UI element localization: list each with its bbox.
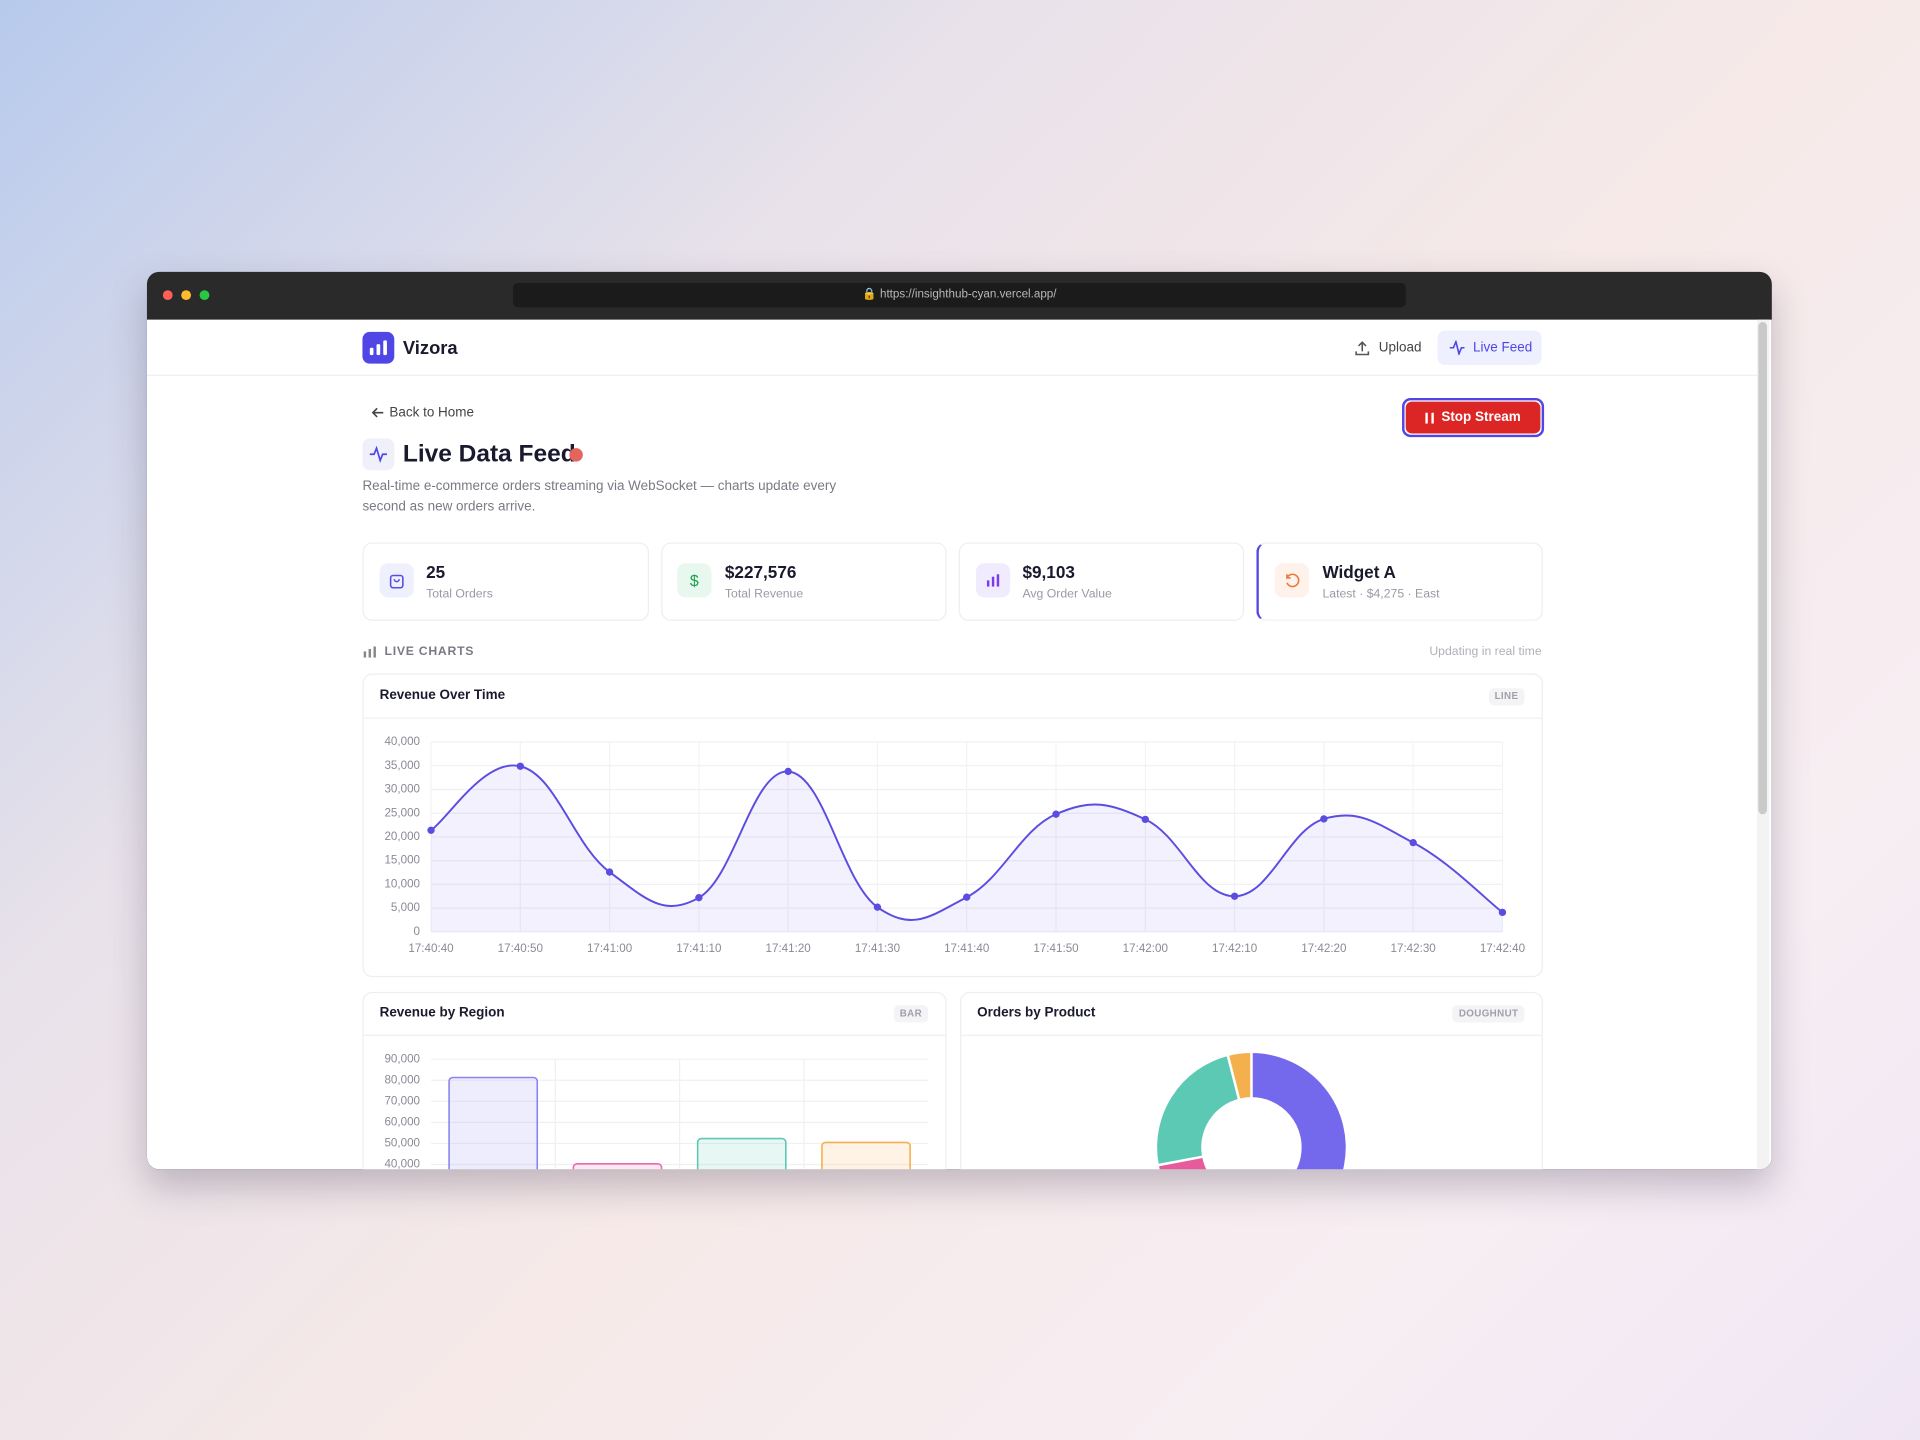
section-title: LIVE CHARTS <box>384 645 475 659</box>
scrollbar-thumb[interactable] <box>1758 322 1767 815</box>
stat-icon: $ <box>677 563 712 598</box>
section-icon <box>363 646 376 658</box>
logo-icon <box>369 340 387 356</box>
url: https://insighthub-cyan.vercel.app/ <box>879 287 1057 302</box>
card-divider <box>363 717 1542 719</box>
card-divider <box>363 1034 946 1036</box>
chart-card <box>362 673 1543 978</box>
stat-icon <box>975 563 1011 598</box>
stat-label: Avg Order Value <box>1022 587 1112 602</box>
back-link[interactable]: Back to Home <box>389 405 474 421</box>
stat-label: Latest · $4,275 · East <box>1322 587 1440 602</box>
pulse-icon <box>369 445 387 463</box>
upload-icon <box>1355 341 1370 356</box>
live-indicator <box>569 448 583 462</box>
nav-divider <box>146 374 1759 376</box>
svg-text:$: $ <box>690 573 699 589</box>
title-icon <box>362 438 395 471</box>
back-arrow <box>371 407 384 418</box>
viewport: Vizora Upload Live Feed Back to Home Sto… <box>146 319 1772 1170</box>
stat-value: 25 <box>426 562 446 582</box>
page-description: Real-time e-commerce orders streaming vi… <box>362 478 837 515</box>
pulse-icon <box>1449 340 1465 356</box>
pause-icon <box>1425 412 1434 424</box>
chart-badge: DOUGHNUT <box>1452 1005 1525 1023</box>
stop-button-label: Stop Stream <box>1441 410 1521 425</box>
chart-title: Revenue Over Time <box>379 688 506 703</box>
stat-icon <box>1274 563 1309 598</box>
maximize-button[interactable] <box>199 290 210 301</box>
minimize-button[interactable] <box>181 290 192 301</box>
nav-link-active[interactable] <box>1437 330 1542 365</box>
brand[interactable]: Vizora <box>402 337 458 359</box>
stat-value: Widget A <box>1322 562 1396 582</box>
nav-link[interactable]: Upload <box>1378 340 1422 356</box>
page-title: Live Data Feed <box>402 440 576 468</box>
stat-value: $9,103 <box>1022 562 1075 582</box>
stat-label: Total Revenue <box>724 587 804 602</box>
chart-badge: BAR <box>893 1005 929 1023</box>
stop-button-ring: Stop Stream <box>1402 397 1545 438</box>
chart-badge: LINE <box>1488 688 1525 706</box>
stat-card <box>661 542 947 621</box>
card-divider <box>961 1034 1542 1036</box>
stat-icon <box>379 563 414 598</box>
logo[interactable] <box>362 331 395 364</box>
nav-link[interactable]: Live Feed <box>1473 340 1533 356</box>
stop-button[interactable]: Stop Stream <box>1405 401 1541 434</box>
page-body: Vizora Upload Live Feed Back to Home Sto… <box>146 319 1772 1170</box>
stat-label: Total Orders <box>426 587 493 602</box>
close-button[interactable] <box>162 290 173 301</box>
stat-value: $227,576 <box>724 562 797 582</box>
section-status: Updating in real time <box>1429 645 1542 659</box>
address-bar[interactable]: 🔒 https://insighthub-cyan.vercel.app/ <box>513 282 1406 308</box>
chart-title: Orders by Product <box>977 1005 1096 1021</box>
browser-window: 🔒 https://insighthub-cyan.vercel.app/ Vi… <box>146 271 1772 1170</box>
chart-title: Revenue by Region <box>379 1005 505 1021</box>
